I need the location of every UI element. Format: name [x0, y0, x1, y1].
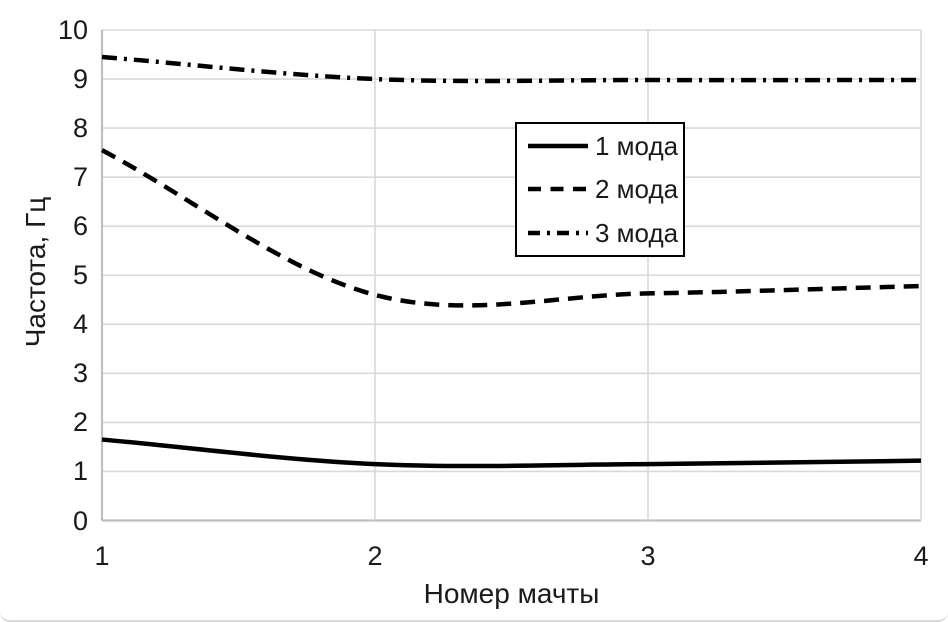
legend-line-sample-dashed [528, 187, 588, 192]
legend-label-mode1: 1 мода [595, 130, 679, 161]
y-tick-label: 6 [72, 211, 88, 242]
legend-item-mode3: 3 мода [527, 219, 683, 247]
x-tick-label: 3 [640, 541, 656, 571]
x-axis-title: Номер мачты [423, 578, 600, 609]
legend-line-sample-solid [528, 143, 588, 149]
y-tick-label: 7 [72, 162, 88, 193]
y-tick-label: 8 [72, 113, 88, 144]
y-axis-title: Частота, Гц [20, 196, 51, 348]
series-line-3 [101, 54, 922, 84]
legend: 1 мода 2 мода 3 мода [515, 122, 685, 257]
y-tick-label: 10 [57, 15, 88, 45]
legend-label-mode2: 2 мода [595, 174, 679, 205]
y-tick-label: 0 [72, 505, 88, 536]
series-line-1 [101, 437, 922, 469]
x-tick-label: 4 [913, 541, 929, 571]
y-tick-label: 2 [72, 407, 88, 438]
x-tick-label: 2 [367, 541, 383, 571]
legend-line-sample-dashdot [528, 230, 588, 236]
legend-label-mode3: 3 мода [595, 218, 679, 249]
legend-item-mode2: 2 мода [527, 175, 683, 203]
legend-item-mode1: 1 мода [527, 132, 683, 160]
y-tick-label: 3 [72, 358, 88, 389]
y-tick-label: 1 [72, 456, 88, 487]
y-tick-label: 5 [72, 260, 88, 291]
y-tick-label: 4 [72, 309, 88, 340]
y-tick-label: 9 [72, 64, 88, 95]
series-line-2 [100, 148, 922, 308]
x-tick-label: 1 [94, 541, 110, 571]
